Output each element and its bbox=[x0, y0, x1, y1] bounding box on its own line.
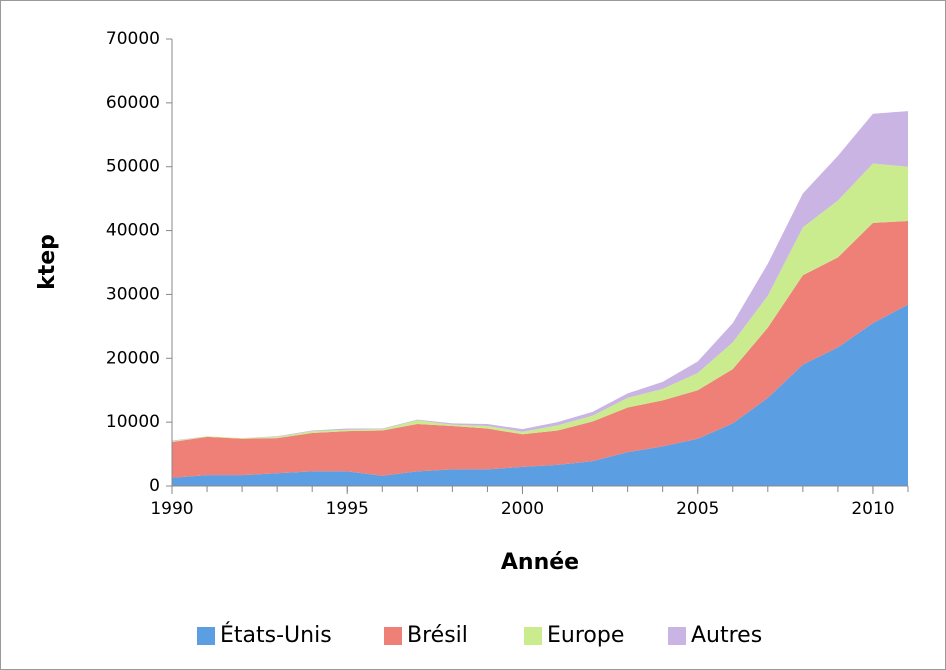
y-axis-title: ktep bbox=[35, 234, 60, 290]
x-axis-title: Année bbox=[501, 550, 579, 575]
y-tick-label: 70000 bbox=[106, 29, 160, 49]
x-tick-label: 1995 bbox=[326, 499, 369, 519]
y-tick-label: 50000 bbox=[106, 157, 160, 177]
y-tick-label: 20000 bbox=[106, 348, 160, 368]
legend-swatch bbox=[384, 627, 402, 645]
legend-label: Europe bbox=[547, 623, 624, 648]
y-tick-label: 60000 bbox=[106, 93, 160, 113]
legend-label: Autres bbox=[691, 623, 762, 648]
legend-swatch bbox=[524, 627, 542, 645]
area bbox=[172, 111, 908, 442]
y-tick-label: 0 bbox=[149, 476, 160, 496]
y-tick-label: 40000 bbox=[106, 221, 160, 241]
legend-swatch bbox=[197, 627, 215, 645]
legend-label: Brésil bbox=[407, 623, 468, 648]
x-tick-label: 1990 bbox=[150, 499, 193, 519]
x-tick-label: 2005 bbox=[676, 499, 719, 519]
area bbox=[172, 163, 908, 442]
area bbox=[172, 304, 908, 486]
x-tick-label: 2000 bbox=[501, 499, 544, 519]
x-tick-label: 2010 bbox=[851, 499, 894, 519]
legend-swatch bbox=[668, 627, 686, 645]
area bbox=[172, 220, 908, 478]
y-tick-label: 10000 bbox=[106, 412, 160, 432]
legend-label: États-Unis bbox=[220, 622, 332, 648]
y-tick-label: 30000 bbox=[106, 284, 160, 304]
